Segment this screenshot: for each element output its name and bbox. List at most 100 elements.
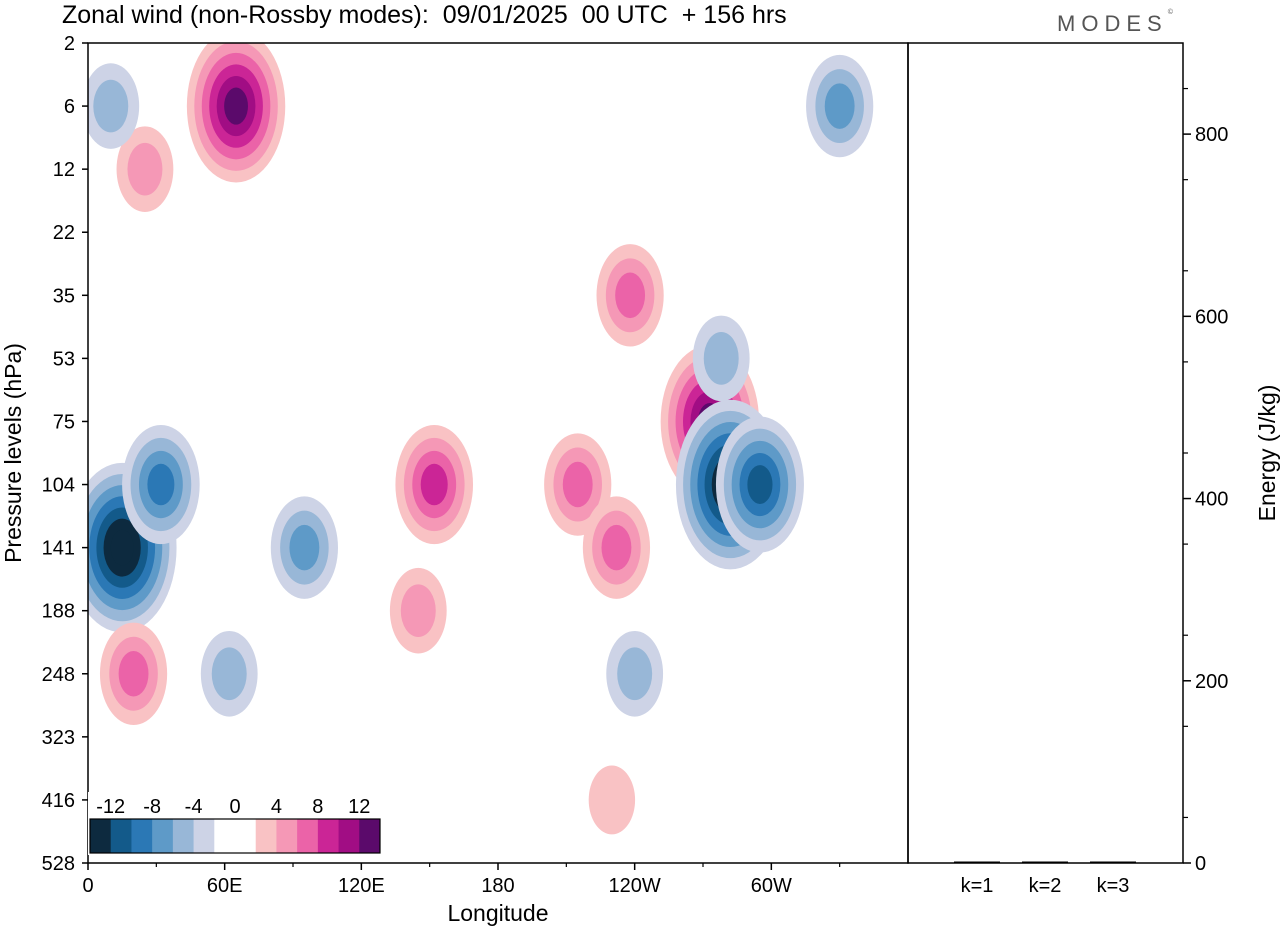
heatmap-feature — [200, 630, 258, 717]
contour-band — [110, 529, 134, 566]
y-tick-label: 104 — [42, 475, 75, 497]
contour-band — [93, 79, 129, 133]
contour-band — [211, 647, 247, 701]
contour-band — [147, 463, 175, 506]
heatmap-feature — [389, 567, 447, 654]
x-tick-label: 180 — [481, 875, 514, 897]
energy-tick-label: 600 — [1195, 306, 1228, 328]
heatmap-feature — [186, 43, 286, 183]
brand-logo: MODES© — [1057, 9, 1173, 37]
x-tick-label: 60E — [207, 875, 243, 897]
heatmap-feature — [116, 126, 174, 212]
energy-category-label: k=1 — [961, 875, 994, 897]
heatmap-feature — [806, 54, 874, 158]
energy-panel-frame — [907, 42, 1184, 864]
colorbar-swatch — [317, 819, 340, 853]
y-tick-label: 35 — [53, 285, 75, 307]
colorbar-swatch — [255, 819, 277, 853]
y-tick-label: 6 — [64, 96, 75, 118]
energy-bar — [954, 861, 1000, 863]
heatmap-feature — [596, 244, 664, 347]
colorbar-swatch — [131, 819, 153, 853]
energy-axis-title: Energy (J/kg) — [1254, 385, 1280, 522]
contour-band — [127, 142, 163, 196]
energy-tick-label: 800 — [1195, 124, 1228, 146]
y-tick-label: 248 — [42, 664, 75, 686]
contour-band — [562, 461, 593, 508]
contour-band — [420, 463, 448, 506]
energy-tick-label: 0 — [1195, 853, 1206, 875]
colorbar-label: 12 — [348, 796, 370, 818]
colorbar-swatch — [235, 819, 257, 853]
y-tick-label: 188 — [42, 601, 75, 623]
energy-category-label: k=2 — [1029, 875, 1062, 897]
colorbar: -12 -8 -4 0 4 8 12 — [88, 792, 382, 855]
contour-band — [617, 647, 653, 701]
x-tick-label: 0 — [82, 875, 93, 897]
x-tick-label: 60W — [751, 875, 792, 897]
heatmap-feature — [588, 765, 636, 835]
y-tick-label: 22 — [53, 222, 75, 244]
contour-band — [289, 524, 320, 571]
contour-band — [824, 83, 855, 129]
x-tick-label: 120E — [338, 875, 385, 897]
page-title: Zonal wind (non-Rossby modes): 09/01/202… — [62, 1, 787, 29]
pressure-axis: 2 6 12 22 35 53 75 104 141 188 248 323 416 528 — [42, 33, 88, 875]
contour-band — [703, 332, 739, 385]
y-tick-label: 53 — [53, 348, 75, 370]
y-tick-label: 528 — [42, 853, 75, 875]
y-tick-label: 323 — [42, 727, 75, 749]
y-tick-label: 416 — [42, 790, 75, 812]
contour-band — [400, 584, 436, 638]
heatmap-feature — [715, 416, 804, 553]
y-tick-label: 12 — [53, 159, 75, 181]
colorbar-label: -12 — [96, 796, 125, 818]
contour-band — [118, 651, 149, 697]
colorbar-swatch — [193, 819, 215, 853]
brand-text: MODES — [1057, 11, 1168, 36]
colorbar-label: -8 — [143, 796, 161, 818]
heatmap-feature — [88, 63, 140, 149]
x-axis-title: Longitude — [447, 900, 548, 926]
colorbar-label: 0 — [229, 796, 240, 818]
energy-axis: 0 200 400 600 800 — [1183, 87, 1228, 875]
energy-bar — [1022, 861, 1068, 863]
longitude-axis: 0 60E 120E 180 120W 60W — [82, 863, 841, 897]
colorbar-swatch — [338, 819, 360, 853]
brand-mark: © — [1167, 9, 1173, 16]
heatmap-feature — [122, 424, 200, 545]
heatmap-area — [88, 43, 908, 863]
y-tick-label: 141 — [42, 538, 75, 560]
heatmap-contours — [88, 43, 874, 835]
y-axis-title: Pressure levels (hPa) — [0, 343, 26, 563]
heatmap-feature — [582, 496, 651, 599]
contour-band — [615, 272, 646, 319]
colorbar-swatch — [359, 819, 381, 853]
energy-category-label: k=3 — [1097, 875, 1130, 897]
contour-band — [224, 87, 248, 125]
heatmap-feature — [692, 315, 750, 402]
heatmap-feature — [270, 496, 338, 599]
x-tick-label: 120W — [609, 875, 661, 897]
contour-band — [588, 765, 636, 835]
colorbar-swatch — [110, 819, 132, 853]
energy-bars: k=1 k=2 k=3 — [954, 861, 1136, 897]
colorbar-swatch — [90, 819, 112, 853]
colorbar-frame — [89, 818, 381, 854]
energy-tick-label: 200 — [1195, 671, 1228, 693]
colorbar-swatch — [214, 819, 236, 853]
y-tick-label: 75 — [53, 411, 75, 433]
energy-tick-label: 400 — [1195, 489, 1228, 511]
colorbar-label: 4 — [271, 796, 282, 818]
energy-bar — [1090, 861, 1136, 863]
colorbar-label: 8 — [312, 796, 323, 818]
colorbar-swatch — [152, 819, 174, 853]
colorbar-swatch — [172, 819, 195, 853]
heatmap-feature — [99, 622, 168, 725]
y-tick-label: 2 — [64, 33, 75, 55]
contour-band — [747, 465, 773, 504]
colorbar-swatch — [297, 819, 319, 853]
contour-band — [601, 524, 632, 571]
colorbar-label: -4 — [185, 796, 203, 818]
